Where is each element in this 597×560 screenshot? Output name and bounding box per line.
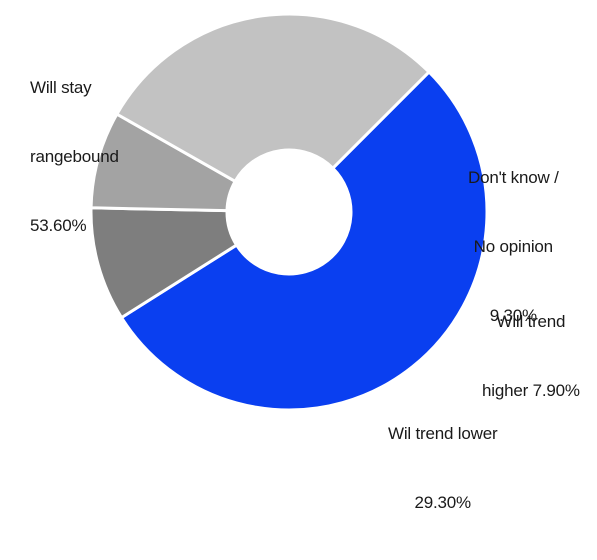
label-line: Wil trend lower (388, 424, 498, 443)
label-line: Will stay (30, 78, 92, 97)
label-line: Will trend (496, 312, 566, 331)
slice-label-trend-higher: Will trend higher 7.90% (482, 264, 580, 448)
donut-chart: Will stay rangebound 53.60% Don't know /… (30, 12, 580, 512)
label-line: Don't know / (468, 168, 559, 187)
label-line: No opinion (473, 237, 553, 256)
label-line: 9.30% (489, 306, 537, 325)
donut-svg (89, 12, 489, 412)
donut-hole (227, 150, 351, 274)
label-line: rangebound (30, 147, 119, 166)
label-line: 53.60% (30, 216, 87, 235)
slice-label-rangebound: Will stay rangebound 53.60% (30, 30, 119, 283)
slice-label-dont-know: Don't know / No opinion 9.30% (468, 120, 559, 373)
label-line: 29.30% (414, 493, 471, 512)
slice-label-trend-lower: Wil trend lower 29.30% (388, 376, 498, 560)
label-line: higher 7.90% (482, 381, 580, 400)
